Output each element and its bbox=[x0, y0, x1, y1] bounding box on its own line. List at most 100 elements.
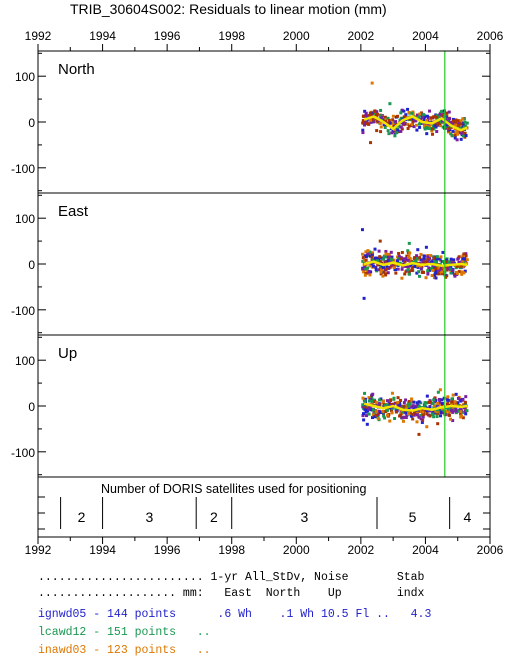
data-point bbox=[456, 396, 460, 400]
data-point bbox=[415, 113, 419, 117]
data-point bbox=[433, 400, 437, 404]
data-point bbox=[444, 258, 448, 262]
data-point bbox=[432, 404, 436, 408]
data-point bbox=[390, 259, 394, 263]
data-point bbox=[432, 267, 436, 271]
data-point bbox=[404, 411, 408, 415]
data-point bbox=[374, 256, 378, 260]
data-point bbox=[440, 407, 444, 411]
data-point bbox=[427, 400, 431, 404]
data-point bbox=[367, 412, 371, 416]
data-point bbox=[426, 255, 430, 259]
data-point bbox=[374, 266, 378, 270]
stats-row: lcawd12 - 151 points .. bbox=[38, 626, 211, 639]
data-point bbox=[440, 109, 444, 113]
data-point bbox=[363, 273, 367, 277]
data-point bbox=[372, 120, 376, 124]
data-point bbox=[364, 258, 368, 262]
data-point bbox=[370, 399, 374, 403]
data-point bbox=[430, 127, 434, 131]
data-point bbox=[370, 111, 374, 115]
data-point bbox=[449, 132, 453, 136]
data-point bbox=[459, 415, 463, 419]
data-point bbox=[454, 118, 458, 122]
data-point bbox=[457, 123, 461, 127]
data-point bbox=[426, 413, 430, 417]
data-point bbox=[393, 268, 397, 272]
data-point bbox=[399, 111, 403, 115]
data-point bbox=[412, 257, 416, 261]
data-point bbox=[396, 257, 400, 261]
data-point bbox=[454, 411, 458, 415]
data-point bbox=[376, 413, 380, 417]
data-point bbox=[406, 122, 410, 126]
data-point bbox=[375, 259, 379, 263]
data-point bbox=[386, 408, 390, 412]
data-point bbox=[399, 125, 403, 129]
data-point bbox=[435, 272, 439, 276]
data-point bbox=[368, 273, 372, 277]
data-point bbox=[390, 411, 394, 415]
x-tick-label-bottom: 2006 bbox=[477, 543, 504, 557]
data-point bbox=[383, 416, 387, 420]
data-point bbox=[459, 264, 463, 268]
data-point bbox=[463, 257, 467, 261]
data-point bbox=[368, 264, 372, 268]
data-point bbox=[438, 257, 442, 261]
data-point bbox=[379, 114, 383, 118]
data-point bbox=[367, 271, 371, 275]
data-point bbox=[431, 401, 435, 405]
data-point bbox=[384, 255, 388, 259]
data-point bbox=[450, 397, 454, 401]
data-point bbox=[361, 114, 365, 118]
data-point bbox=[458, 266, 462, 270]
data-point bbox=[418, 256, 422, 260]
data-point bbox=[455, 130, 459, 134]
data-point bbox=[445, 123, 449, 127]
data-point bbox=[455, 138, 459, 142]
data-point bbox=[371, 408, 375, 412]
data-point bbox=[452, 258, 456, 262]
data-point bbox=[363, 391, 367, 395]
stats-row: ignwd05 - 144 points .6 Wh .1 Wh 10.5 Fl… bbox=[38, 608, 432, 621]
x-tick-label-top: 2006 bbox=[477, 29, 504, 43]
data-point bbox=[396, 400, 400, 404]
data-point bbox=[425, 412, 429, 416]
data-point bbox=[458, 397, 462, 401]
data-point bbox=[447, 127, 451, 131]
data-point bbox=[406, 403, 410, 407]
y-tick-label: 100 bbox=[15, 212, 35, 226]
data-point bbox=[395, 131, 399, 135]
data-point bbox=[403, 259, 407, 263]
data-point bbox=[461, 254, 465, 258]
data-point bbox=[433, 124, 437, 128]
data-point bbox=[437, 272, 441, 276]
data-point bbox=[421, 410, 425, 414]
x-tick-label-top: 1998 bbox=[218, 29, 245, 43]
data-point bbox=[406, 107, 410, 111]
data-point bbox=[391, 129, 395, 133]
data-point bbox=[447, 260, 451, 264]
data-point bbox=[399, 257, 403, 261]
data-point bbox=[441, 250, 445, 254]
data-point bbox=[451, 129, 455, 133]
data-point bbox=[437, 122, 441, 126]
data-point bbox=[379, 270, 383, 274]
data-point bbox=[408, 411, 412, 415]
data-point bbox=[461, 416, 465, 420]
data-point bbox=[445, 274, 449, 278]
data-point bbox=[415, 115, 419, 119]
data-point bbox=[421, 412, 425, 416]
data-point bbox=[384, 252, 388, 256]
data-point bbox=[449, 257, 453, 261]
data-point bbox=[417, 415, 421, 419]
data-point bbox=[422, 118, 426, 122]
data-point bbox=[429, 254, 433, 258]
data-point bbox=[392, 402, 396, 406]
data-point bbox=[450, 268, 454, 272]
data-point bbox=[450, 408, 454, 412]
data-point bbox=[387, 132, 391, 136]
data-point bbox=[406, 268, 410, 272]
data-point bbox=[422, 257, 426, 261]
data-point bbox=[390, 131, 394, 135]
